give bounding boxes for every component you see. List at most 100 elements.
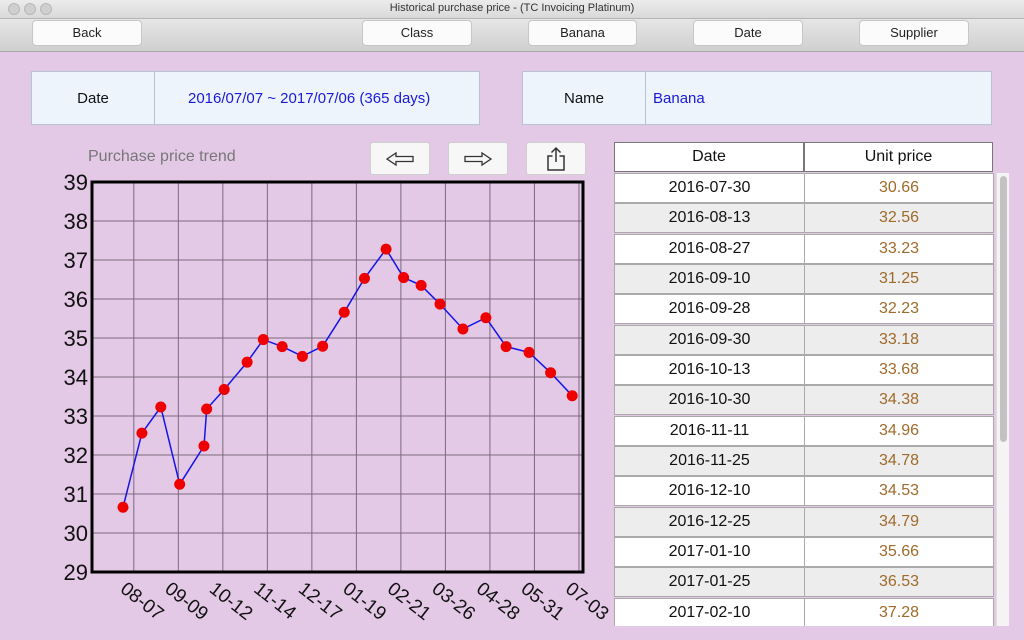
x-tick-label: 07-03 <box>561 578 612 624</box>
table-row[interactable]: 2016-08-27 33.23 <box>614 233 994 264</box>
y-tick-label: 30 <box>64 521 88 546</box>
data-point <box>117 501 129 513</box>
unit-price-cell: 31.25 <box>804 263 994 294</box>
y-tick-label: 35 <box>64 326 88 351</box>
zoom-window-button[interactable] <box>40 3 52 15</box>
unit-price-cell: 34.96 <box>804 415 994 446</box>
date-cell: 2017-01-25 <box>614 567 805 598</box>
y-tick-label: 31 <box>64 482 88 507</box>
table-row[interactable]: 2016-12-10 34.53 <box>614 476 994 507</box>
data-point <box>500 341 512 353</box>
share-button[interactable] <box>526 142 586 175</box>
y-tick-label: 38 <box>64 209 88 234</box>
data-point <box>218 383 230 395</box>
y-tick-label: 29 <box>64 560 88 585</box>
arrow-right-icon <box>464 151 493 166</box>
x-tick-label: 11-14 <box>250 578 300 624</box>
table-row[interactable]: 2016-07-30 30.66 <box>614 173 994 203</box>
data-point <box>545 367 557 379</box>
date-cell: 2016-08-13 <box>614 203 805 234</box>
table-row[interactable]: 2016-09-28 32.23 <box>614 294 994 325</box>
x-tick-label: 12-17 <box>294 578 345 624</box>
series-line <box>122 247 573 508</box>
date-cell: 2016-10-30 <box>614 385 805 416</box>
table-row[interactable]: 2016-09-10 31.25 <box>614 263 994 294</box>
date-cell: 2017-02-10 <box>614 597 805 626</box>
y-tick-label: 37 <box>64 248 88 273</box>
chart-title: Purchase price trend <box>88 148 236 165</box>
close-window-button[interactable] <box>8 3 20 15</box>
arrow-left-icon <box>385 151 414 166</box>
date-range-value: 2016/07/07 ~ 2017/07/06 (365 days) <box>188 89 431 107</box>
back-button[interactable]: Back <box>32 20 142 46</box>
x-tick-label: 01-19 <box>339 578 390 624</box>
date-cell: 2016-09-30 <box>614 324 805 355</box>
date-cell: 2016-07-30 <box>614 173 805 203</box>
share-icon <box>547 146 565 171</box>
data-point <box>201 403 213 415</box>
data-point <box>155 401 167 413</box>
data-point <box>257 334 269 346</box>
unit-price-cell: 30.66 <box>804 173 994 203</box>
data-point <box>415 279 427 291</box>
title-bar: Historical purchase price - (TC Invoicin… <box>0 0 1024 19</box>
table-row[interactable]: 2016-08-13 32.56 <box>614 203 994 234</box>
date-cell: 2016-11-11 <box>614 415 805 446</box>
unit-price-cell: 33.68 <box>804 354 994 385</box>
item-name-box: Name Banana <box>522 71 992 125</box>
data-point <box>434 298 446 310</box>
previous-period-button[interactable] <box>370 142 430 175</box>
table-row[interactable]: 2016-12-25 34.79 <box>614 506 994 537</box>
table-row[interactable]: 2016-10-13 33.68 <box>614 354 994 385</box>
table-row[interactable]: 2017-02-10 37.28 <box>614 597 994 626</box>
x-tick-label: 02-21 <box>383 578 434 624</box>
y-tick-label: 33 <box>64 404 88 429</box>
unit-price-cell: 37.28 <box>804 597 994 626</box>
date-cell: 2016-12-25 <box>614 506 805 537</box>
data-point <box>338 306 350 318</box>
data-point <box>198 440 210 452</box>
date-cell: 2016-10-13 <box>614 354 805 385</box>
name-label: Name <box>523 72 646 124</box>
x-tick-label: 09-09 <box>161 578 212 624</box>
next-period-button[interactable] <box>448 142 508 175</box>
data-point <box>457 323 469 335</box>
date-range-box: Date 2016/07/07 ~ 2017/07/06 (365 days) <box>31 71 480 125</box>
date-label: Date <box>32 72 155 124</box>
y-tick-label: 34 <box>64 365 88 390</box>
unit-price-cell: 33.23 <box>804 233 994 264</box>
table-row[interactable]: 2016-11-25 34.78 <box>614 445 994 476</box>
unit-price-cell: 36.53 <box>804 567 994 598</box>
class-button[interactable]: Class <box>362 20 472 46</box>
item-name-value: Banana <box>653 89 705 107</box>
data-point <box>566 390 578 402</box>
x-tick-label: 04-28 <box>472 578 523 624</box>
table-row[interactable]: 2016-10-30 34.38 <box>614 385 994 416</box>
table-row[interactable]: 2016-11-11 34.96 <box>614 415 994 446</box>
item-filter-button[interactable]: Banana <box>528 20 637 46</box>
data-point <box>523 346 535 358</box>
x-tick-label: 10-12 <box>205 578 256 624</box>
data-point <box>296 350 308 362</box>
data-point <box>358 272 370 284</box>
data-point <box>480 312 492 324</box>
unit-price-cell: 32.23 <box>804 294 994 325</box>
unit-price-cell: 34.79 <box>804 506 994 537</box>
date-cell: 2016-11-25 <box>614 445 805 476</box>
table-row[interactable]: 2016-09-30 33.18 <box>614 324 994 355</box>
date-column-header[interactable]: Date <box>614 142 804 172</box>
date-cell: 2016-09-28 <box>614 294 805 325</box>
plot-frame <box>90 180 585 574</box>
minimize-window-button[interactable] <box>24 3 36 15</box>
unit-price-column-header[interactable]: Unit price <box>804 142 993 172</box>
table-row[interactable]: 2017-01-10 35.66 <box>614 536 994 567</box>
unit-price-cell: 33.18 <box>804 324 994 355</box>
table-row[interactable]: 2017-01-25 36.53 <box>614 567 994 598</box>
unit-price-cell: 34.53 <box>804 476 994 507</box>
data-point <box>241 356 253 368</box>
table-scrollbar-thumb[interactable] <box>1000 176 1007 442</box>
x-tick-label: 03-26 <box>428 578 479 624</box>
supplier-button[interactable]: Supplier <box>859 20 969 46</box>
price-table: 2016-07-30 30.66 2016-08-13 32.56 2016-08-27… <box>614 173 994 626</box>
date-button[interactable]: Date <box>693 20 803 46</box>
